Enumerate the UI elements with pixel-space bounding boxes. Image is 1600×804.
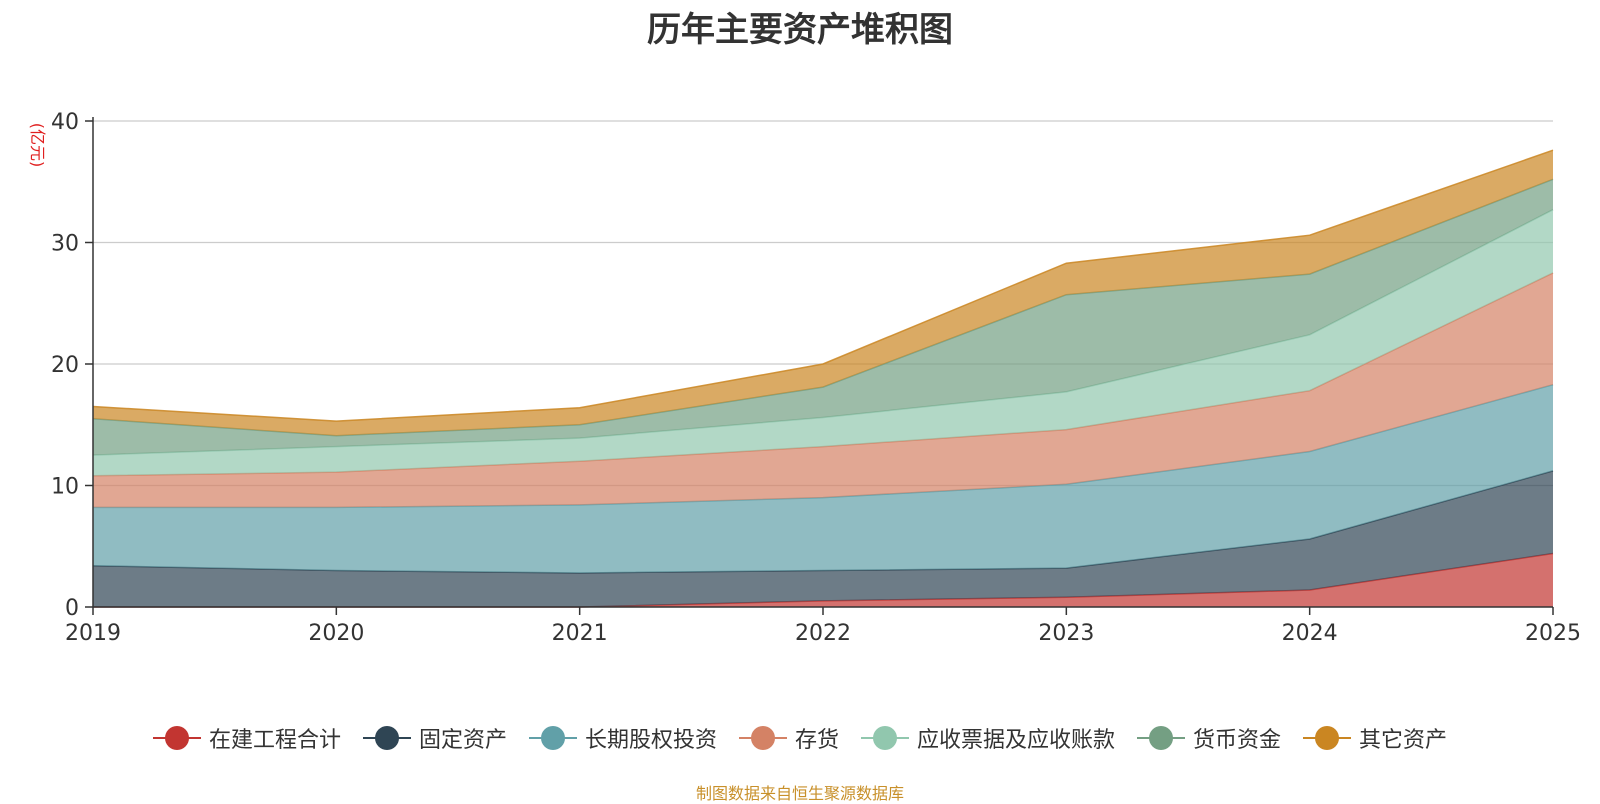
legend-item-7[interactable]: 其它资产 [1303,722,1447,754]
area-series-4[interactable] [93,272,1553,508]
x-tick-label: 2021 [552,621,608,646]
x-tick-label: 2022 [795,621,851,646]
legend-marker-icon [861,726,909,750]
source-note: 制图数据来自恒生聚源数据库 [695,784,904,803]
legend-label: 在建工程合计 [208,728,341,753]
x-tick-label: 2025 [1525,621,1581,646]
x-tick-label: 2024 [1282,621,1338,646]
y-axis-unit-label: (亿元) [28,123,47,168]
area-series-2[interactable] [93,470,1553,607]
legend-dot [1149,726,1174,750]
legend-item-5[interactable]: 应收票据及应收账款 [861,722,1115,754]
area-series-7[interactable] [93,150,1553,436]
area-series-3[interactable] [93,384,1553,573]
y-tick-label: 10 [51,475,79,500]
legend-label: 其它资产 [1359,728,1448,753]
legend-item-1[interactable]: 在建工程合计 [152,722,341,754]
x-tick-label: 2019 [65,621,121,646]
y-tick-label: 40 [51,110,79,135]
y-tick-label: 30 [51,232,79,257]
legend-item-4[interactable]: 存货 [738,722,839,754]
legend-label: 货币资金 [1193,728,1282,753]
legend-item-3[interactable]: 长期股权投资 [528,722,717,754]
y-tick-label: 0 [65,596,79,621]
area-series-7-edge [92,149,1554,422]
legend-dot [540,726,565,750]
axes: 0 10 20 30 40 2019 2020 2021 2022 2023 2024 2025 [51,110,1581,646]
legend-item-6[interactable]: 货币资金 [1137,722,1281,754]
legend-marker-icon [362,726,411,750]
x-tick-label: 2020 [308,621,364,646]
area-series [92,149,1554,608]
area-series-5[interactable] [93,209,1553,476]
legend-marker-icon [1303,726,1352,750]
legend-marker-icon [152,726,201,750]
area-series-6[interactable] [93,179,1553,456]
legend: 在建工程合计 固定资产 长期股权投资 存货 应收票据及应收账款 货币资金 其它资产 [0,722,1600,754]
legend-label: 应收票据及应收账款 [917,728,1116,753]
legend-item-2[interactable]: 固定资产 [362,722,507,754]
legend-label: 固定资产 [418,728,507,753]
legend-marker-icon [738,726,787,750]
legend-marker-icon [528,726,577,750]
chart-title: 历年主要资产堆积图 [647,10,953,50]
y-tick-label: 20 [51,353,79,378]
x-tick-label: 2023 [1038,621,1094,646]
area-series-1[interactable] [93,553,1553,608]
legend-dot [750,726,775,750]
legend-dot [164,726,189,750]
legend-marker-icon [1137,726,1186,750]
legend-label: 存货 [794,728,839,753]
legend-dot [374,726,399,750]
legend-dot [873,726,897,750]
legend-dot [1315,726,1340,750]
legend-label: 长期股权投资 [584,728,717,753]
